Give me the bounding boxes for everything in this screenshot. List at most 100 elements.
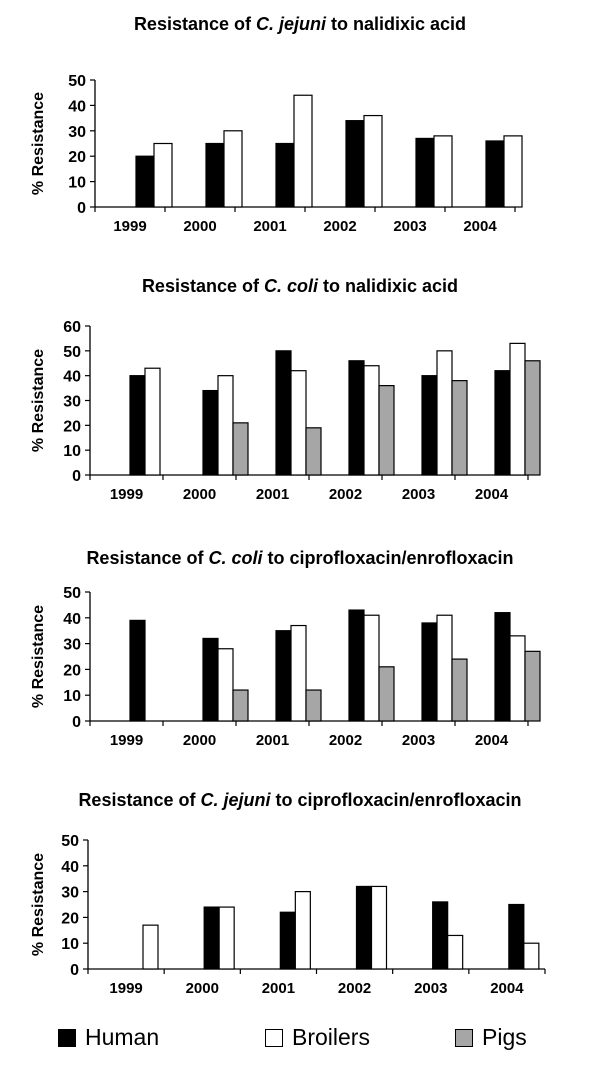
x-tick-label: 1999: [110, 732, 143, 749]
y-tick-label: 10: [61, 936, 79, 953]
y-tick-label: 0: [72, 468, 81, 485]
x-tick-label: 2001: [256, 486, 289, 503]
y-tick-label: 0: [70, 962, 79, 979]
bar-broilers-2002: [363, 114, 383, 208]
y-tick-label: 20: [68, 149, 86, 166]
y-tick-label: 50: [61, 833, 79, 850]
bar-broilers-2004: [523, 942, 540, 970]
bar-broilers-2003: [447, 934, 464, 970]
bar-human-2003: [432, 901, 449, 970]
x-tick-label: 2004: [475, 732, 509, 749]
x-tick-label: 2000: [186, 980, 219, 997]
bar-broilers-2000: [217, 648, 234, 722]
chart-1: 0 10 20 30 40 50 1999 2000 2001 2002 2003 2004 % Res…: [30, 73, 523, 235]
chart-1-title: Resistance of C. jejuni to nalidixic aci…: [133, 14, 467, 34]
y-tick-label: 20: [61, 910, 79, 927]
legend-label-pigs: Pigs: [482, 1024, 527, 1050]
y-tick-label: 60: [63, 319, 81, 336]
y-axis-label: % Resistance: [30, 349, 47, 452]
bar-human-2000: [203, 906, 220, 970]
y-tick-label: 10: [63, 443, 81, 460]
bar-pigs-2002: [378, 385, 395, 476]
x-tick-label: 1999: [109, 980, 142, 997]
y-tick-label: 10: [68, 175, 86, 192]
bar-human-2001: [279, 911, 296, 970]
y-tick-label: 20: [63, 662, 81, 679]
x-tick-label: 2002: [323, 218, 356, 235]
x-tick-label: 2001: [262, 980, 295, 997]
y-axis-label: % Resistance: [30, 92, 47, 195]
legend: Human Broilers Pigs: [0, 1024, 600, 1058]
bar-pigs-2001: [305, 427, 322, 476]
y-axis-label: % Resistance: [30, 853, 47, 956]
bar-broilers-2001: [290, 624, 307, 722]
legend-item-pigs: Pigs: [455, 1024, 527, 1051]
bar-broilers-2001: [294, 890, 311, 970]
x-tick-label: 2000: [183, 486, 216, 503]
bar-broilers-2001: [293, 94, 313, 208]
y-tick-label: 50: [63, 344, 81, 361]
bar-broilers-1999: [142, 924, 159, 970]
x-tick-label: 2003: [414, 980, 447, 997]
x-tick-label: 2004: [475, 486, 509, 503]
bar-pigs-2004: [524, 650, 541, 722]
y-axis-label: % Resistance: [30, 605, 47, 708]
bar-pigs-2001: [305, 689, 322, 722]
bar-human-2002: [355, 885, 373, 970]
legend-label-human: Human: [85, 1024, 160, 1050]
bar-broilers-2000: [218, 906, 235, 970]
x-tick-label: 2002: [329, 732, 362, 749]
x-tick-label: 2000: [183, 218, 216, 235]
y-tick-label: 40: [68, 98, 86, 115]
bar-broilers-1999: [144, 367, 161, 476]
bar-pigs-2000: [232, 422, 249, 476]
x-tick-label: 1999: [113, 218, 146, 235]
y-tick-label: 40: [61, 859, 79, 876]
x-tick-label: 2003: [402, 486, 435, 503]
bar-pigs-2002: [378, 666, 395, 722]
chart-4-title: Resistance of C. jejuni to ciprofloxacin…: [78, 790, 522, 810]
x-tick-label: 2002: [329, 486, 362, 503]
legend-swatch-broilers: [265, 1028, 283, 1047]
legend-item-human: Human: [58, 1024, 159, 1051]
x-tick-label: 2001: [256, 732, 289, 749]
chart-3: 0 10 20 30 40 50 1999 2000 2001 2002 2003 2004 % Res…: [30, 585, 541, 749]
y-tick-label: 30: [63, 394, 81, 411]
x-tick-label: 2004: [463, 218, 497, 235]
legend-label-broilers: Broilers: [292, 1024, 370, 1050]
legend-item-broilers: Broilers: [265, 1024, 370, 1051]
bar-broilers-2003: [433, 135, 453, 208]
bar-pigs-2000: [232, 689, 249, 722]
y-tick-label: 40: [63, 369, 81, 386]
bar-broilers-1999: [153, 142, 173, 208]
y-tick-label: 30: [63, 637, 81, 654]
bar-broilers-2004: [503, 135, 523, 208]
x-tick-label: 2000: [183, 732, 216, 749]
chart-3-title: Resistance of C. coli to ciprofloxacin/e…: [86, 548, 514, 568]
chart-2-title: Resistance of C. coli to nalidixic acid: [141, 276, 459, 296]
y-tick-label: 20: [63, 418, 81, 435]
x-tick-label: 2003: [393, 218, 426, 235]
bar-broilers-2001: [290, 370, 307, 476]
x-tick-label: 1999: [110, 486, 143, 503]
y-tick-label: 0: [77, 200, 86, 217]
bar-broilers-2000: [223, 130, 243, 208]
legend-swatch-pigs: [455, 1028, 473, 1047]
chart-2: 0 10 20 30 40 50 60 1999 2000 2001 2002 2003 2004 % R…: [30, 319, 541, 503]
x-tick-label: 2003: [402, 732, 435, 749]
bar-broilers-2002: [370, 885, 388, 970]
chart-4: 0 10 20 30 40 50 1999 2000 2001 2002 2003 2004 % Res…: [30, 833, 546, 997]
legend-swatch-human: [58, 1028, 76, 1047]
bar-human-2004: [508, 903, 525, 970]
x-tick-label: 2002: [338, 980, 371, 997]
y-tick-label: 30: [61, 885, 79, 902]
y-tick-label: 50: [68, 73, 86, 90]
x-tick-label: 2001: [253, 218, 286, 235]
bar-pigs-2003: [451, 658, 468, 722]
y-tick-label: 0: [72, 714, 81, 731]
bar-human-1999: [129, 619, 146, 722]
y-tick-label: 50: [63, 585, 81, 602]
bar-pigs-2003: [451, 380, 468, 476]
x-tick-label: 2004: [490, 980, 524, 997]
y-tick-label: 10: [63, 688, 81, 705]
